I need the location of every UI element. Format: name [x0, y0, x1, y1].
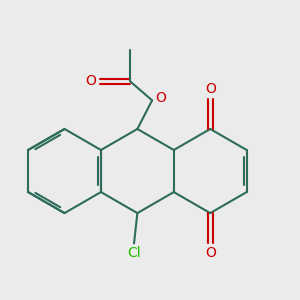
- Text: O: O: [205, 246, 216, 260]
- Text: O: O: [155, 91, 166, 105]
- Text: O: O: [85, 74, 96, 88]
- Text: Cl: Cl: [127, 247, 141, 260]
- Text: O: O: [205, 82, 216, 96]
